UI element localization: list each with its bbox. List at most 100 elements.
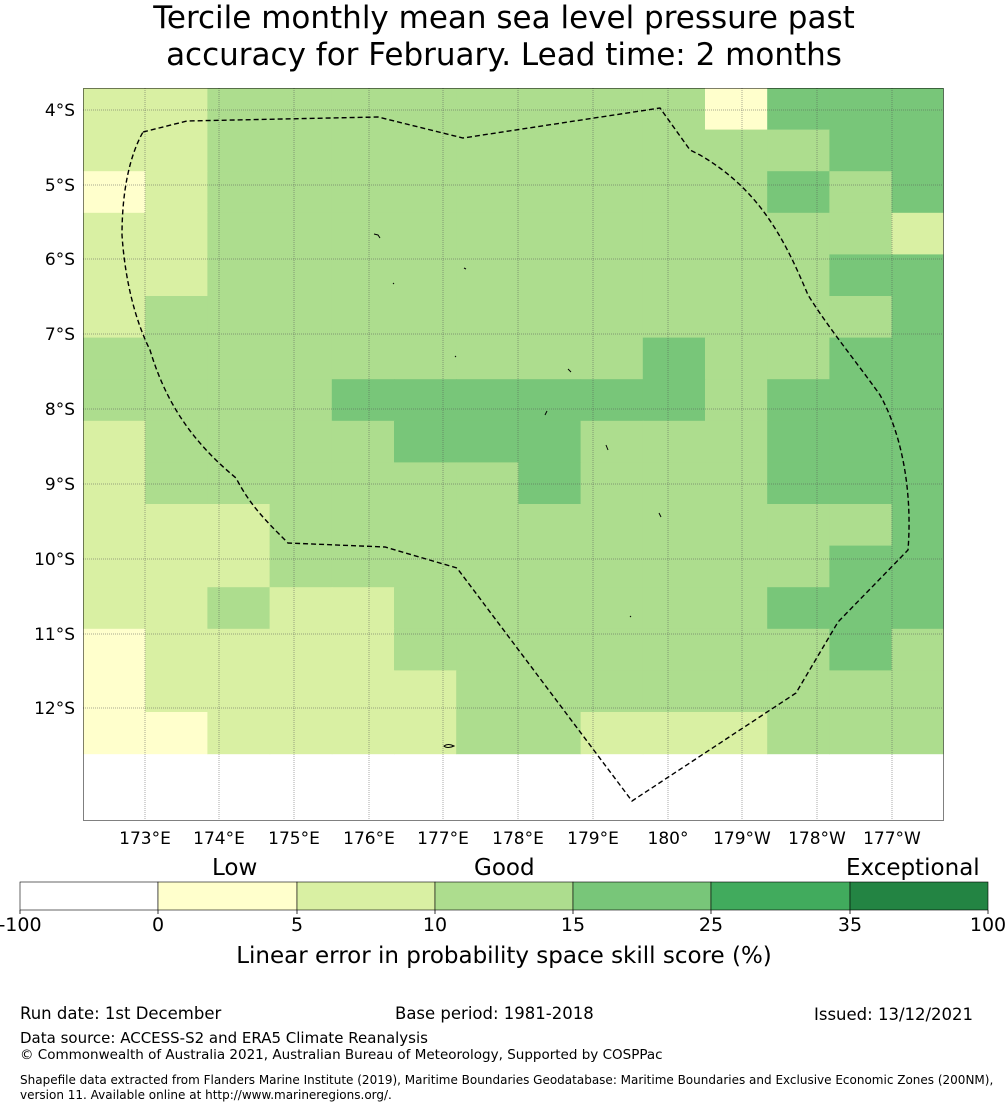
island (605, 444, 609, 451)
grid-cell (705, 88, 768, 131)
colorbar-tick-label: 10 (422, 914, 448, 936)
grid-cell (580, 296, 644, 339)
grid-cell (207, 296, 271, 339)
grid-cell (269, 379, 333, 422)
grid-cell (83, 254, 146, 297)
grid-cell (456, 670, 519, 713)
grid-cell (518, 171, 582, 214)
grid-cell (767, 129, 830, 172)
colorbar-tick-label: 0 (151, 914, 165, 936)
grid-cell (891, 337, 944, 380)
grid-cell (331, 379, 395, 422)
colorbar-tick-label: 15 (560, 914, 586, 936)
grid-cell (269, 337, 333, 380)
grid-cell (207, 420, 271, 463)
grid-cell (145, 462, 208, 505)
island (373, 233, 381, 239)
grid-cell (394, 587, 457, 630)
grid-cell (767, 171, 830, 214)
grid-cell (518, 712, 582, 755)
grid-cell (580, 212, 644, 255)
grid-cell (456, 587, 519, 630)
grid-cell (456, 254, 519, 297)
grid-cell (829, 545, 893, 588)
grid-cell (580, 171, 644, 214)
graticule (83, 88, 943, 820)
island (392, 282, 395, 285)
grid-cell (829, 462, 893, 505)
grid-cell (456, 337, 519, 380)
grid-cell (145, 296, 208, 339)
longitude-label: 175°E (268, 829, 320, 849)
longitude-label: 178°W (788, 829, 846, 849)
grid-cell (829, 212, 893, 255)
grid-cell (891, 712, 944, 755)
grid-cell (145, 379, 208, 422)
grid-cell (891, 212, 944, 255)
colorbar-segment (849, 881, 989, 911)
grid-cell (705, 379, 768, 422)
grid-cell (642, 420, 706, 463)
grid-cell (394, 420, 457, 463)
latitude-label: 5°S (45, 176, 75, 196)
grid-cell (269, 212, 333, 255)
island (658, 512, 662, 518)
grid-cell (829, 129, 893, 172)
grid-cell (207, 254, 271, 297)
colorbar-segment (19, 881, 159, 911)
grid-cell (456, 296, 519, 339)
grid-cell (83, 670, 146, 713)
grid-cell (705, 628, 768, 671)
grid-cell (394, 212, 457, 255)
map-frame (83, 88, 944, 821)
grid-cell (145, 420, 208, 463)
grid-cell (83, 628, 146, 671)
grid-cell (518, 670, 582, 713)
grid-cell (829, 420, 893, 463)
base-period: Base period: 1981-2018 (395, 1004, 594, 1023)
grid-cell (891, 587, 944, 630)
grid-cell (642, 337, 706, 380)
grid-cell (642, 670, 706, 713)
longitude-label: 174°E (193, 829, 245, 849)
grid-cell (269, 296, 333, 339)
grid-cell (145, 254, 208, 297)
grid-cell (83, 712, 146, 755)
grid-cell (331, 212, 395, 255)
grid-cell (891, 504, 944, 547)
grid-cell (705, 462, 768, 505)
grid-cell (207, 628, 271, 671)
map-title-line-2: accuracy for February. Lead time: 2 mont… (166, 37, 842, 73)
island-outlines (373, 233, 662, 748)
grid-cell (580, 420, 644, 463)
colorbar-segment (434, 881, 574, 911)
grid-cell (767, 504, 830, 547)
grid-cell (456, 88, 519, 131)
grid-cell (331, 545, 395, 588)
grid-cell (394, 628, 457, 671)
legend-category-low: Low (212, 855, 258, 881)
grid-cell (83, 379, 146, 422)
grid-cell (767, 587, 830, 630)
grid-cell (456, 379, 519, 422)
grid-cell (829, 504, 893, 547)
grid-cell (83, 420, 146, 463)
colorbar-segment (710, 881, 851, 911)
grid-cell (767, 337, 830, 380)
grid-cell (580, 504, 644, 547)
grid-cell (207, 504, 271, 547)
grid-cell (518, 254, 582, 297)
colorbar (19, 881, 989, 914)
longitude-label: 179°E (567, 829, 619, 849)
grid-cell (83, 337, 146, 380)
grid-cell (705, 254, 768, 297)
grid-cell (456, 504, 519, 547)
colorbar-tick-label: -100 (0, 914, 42, 936)
grid-cell (829, 171, 893, 214)
grid-cell (705, 587, 768, 630)
grid-cell (767, 379, 830, 422)
grid-cell (891, 670, 944, 713)
latitude-labels: 4°S 5°S 6°S 7°S 8°S 9°S 10°S 11°S 12°S (34, 101, 75, 719)
latitude-label: 7°S (45, 325, 75, 345)
grid-cell (394, 545, 457, 588)
